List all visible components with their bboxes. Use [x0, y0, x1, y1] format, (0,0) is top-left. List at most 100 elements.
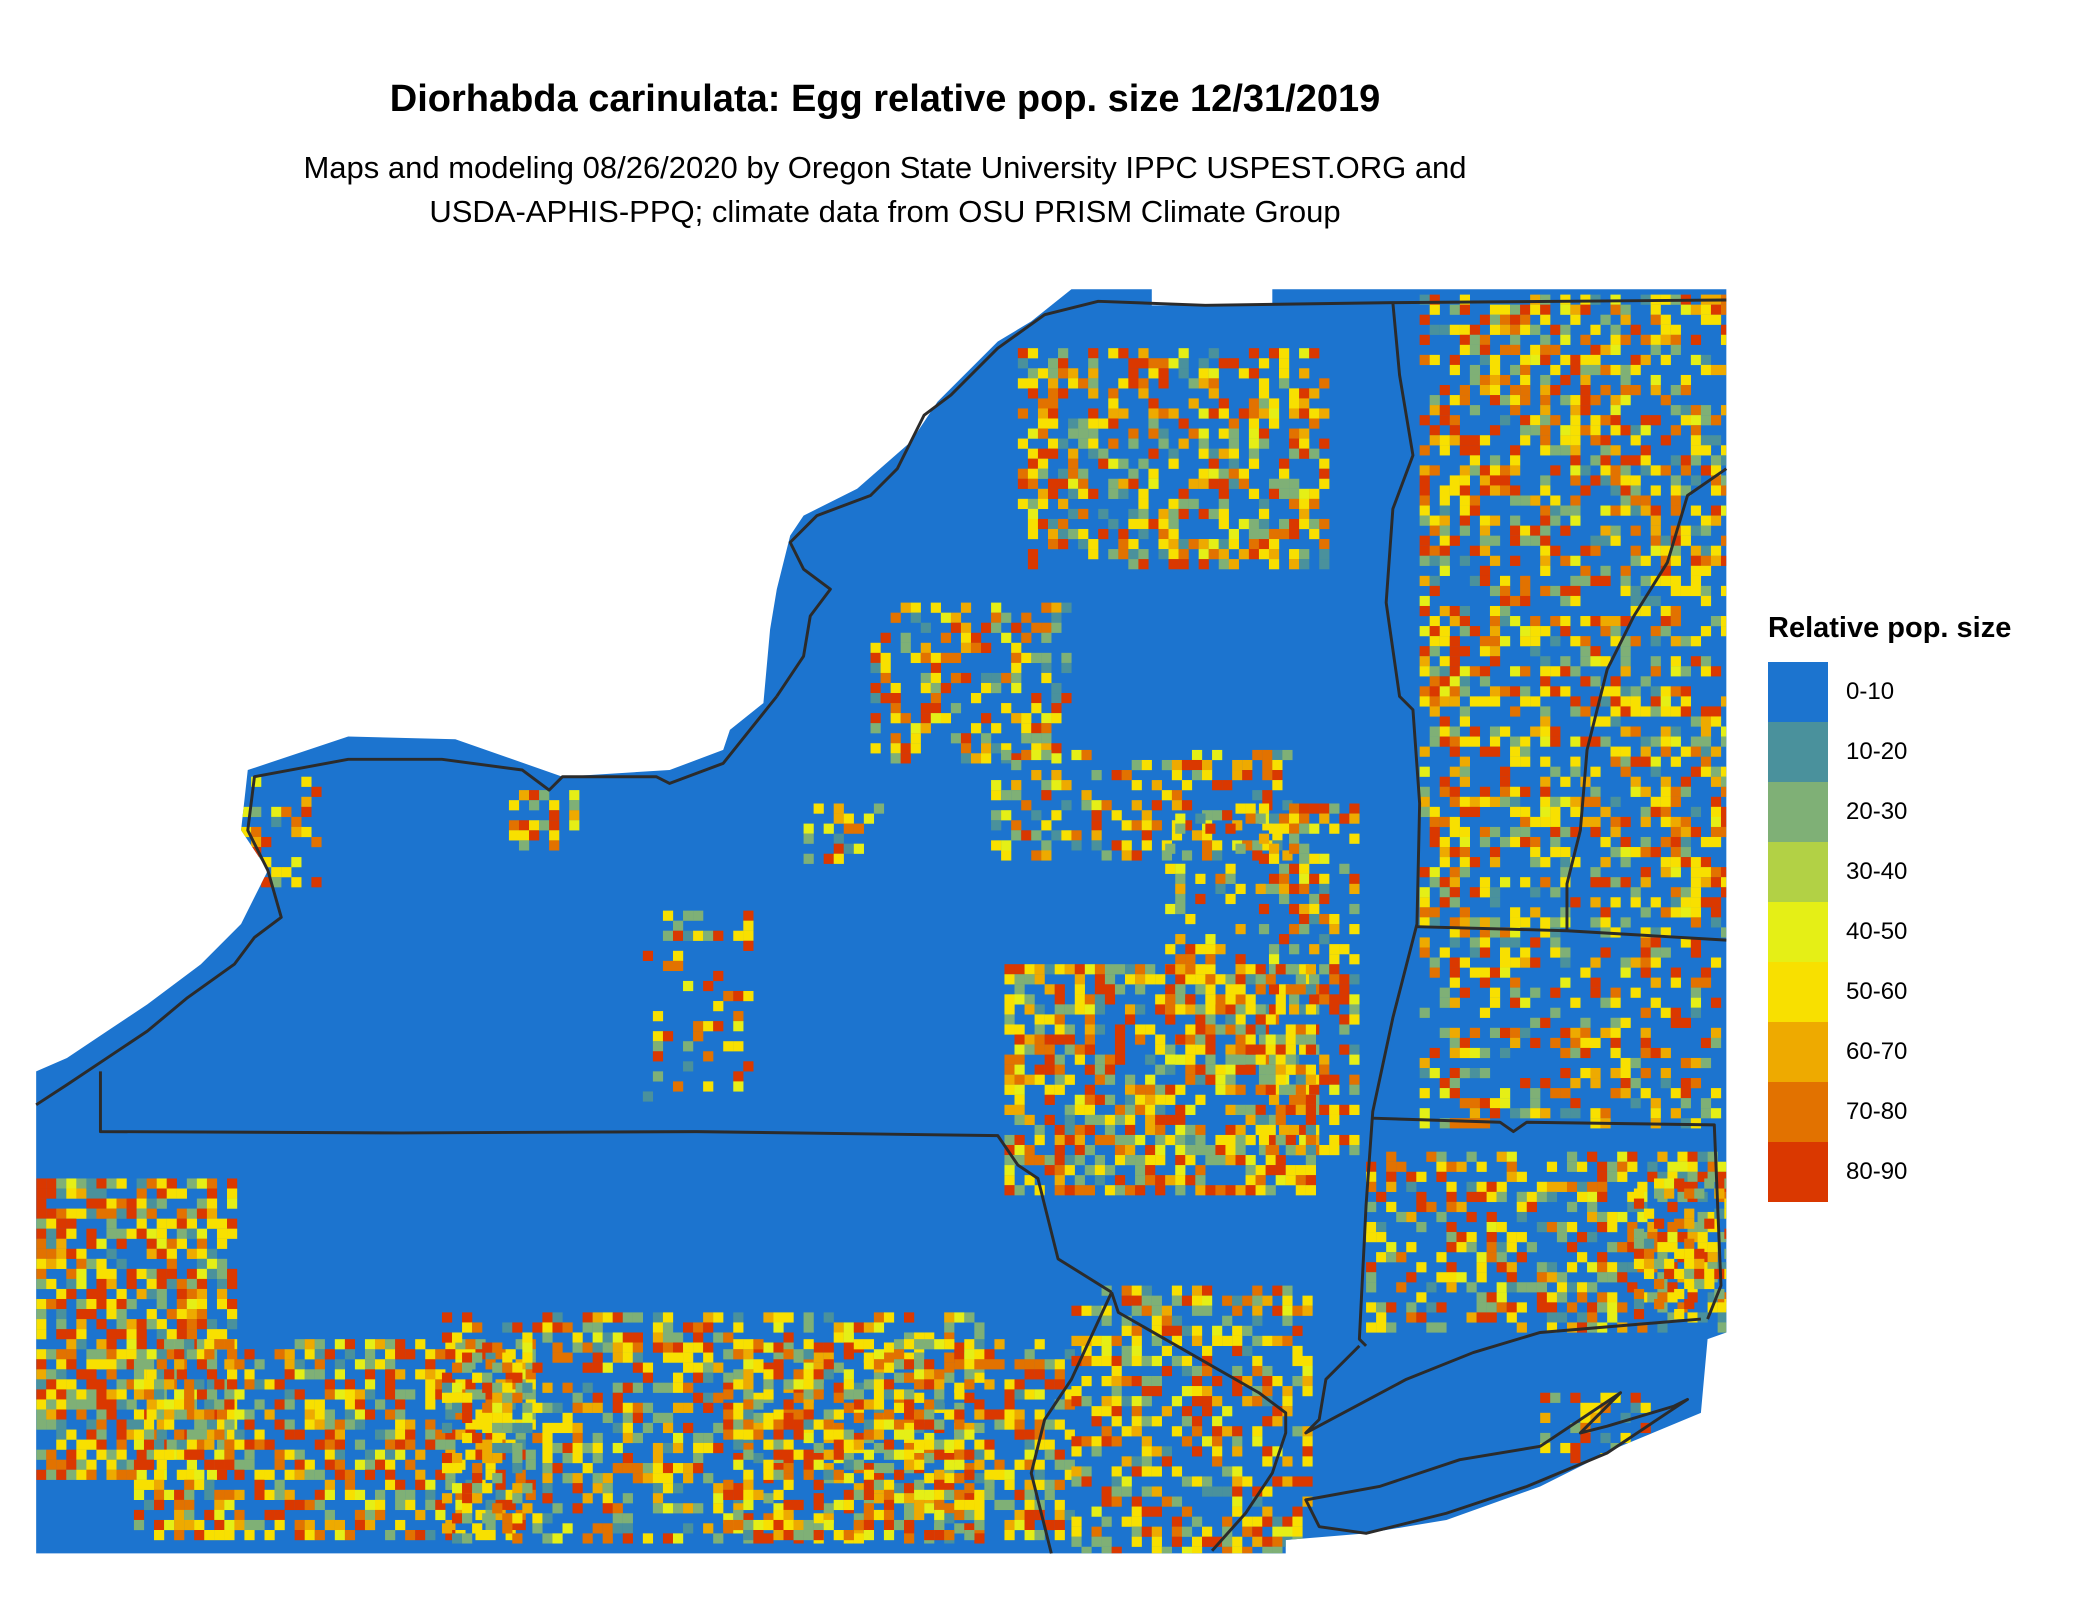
population-cell — [552, 1503, 563, 1514]
population-cell — [1640, 555, 1651, 566]
population-cell — [1071, 1446, 1082, 1457]
population-cell — [1610, 616, 1621, 627]
population-cell — [1500, 927, 1511, 938]
population-cell — [1339, 813, 1350, 824]
population-cell — [1680, 836, 1691, 848]
population-cell — [1255, 1165, 1266, 1176]
population-cell — [632, 1352, 643, 1363]
population-cell — [522, 1402, 533, 1413]
population-cell — [156, 1339, 167, 1350]
population-cell — [196, 1339, 208, 1350]
population-cell — [1587, 1201, 1598, 1213]
population-cell — [385, 1459, 396, 1470]
population-cell — [813, 1529, 824, 1541]
population-cell — [1004, 974, 1015, 985]
population-cell — [1717, 1171, 1727, 1182]
population-cell — [324, 1509, 335, 1521]
population-cell — [833, 1392, 844, 1403]
population-cell — [1262, 1516, 1273, 1527]
population-cell — [1034, 1359, 1045, 1370]
population-cell — [214, 1459, 225, 1470]
population-cell — [1114, 1034, 1126, 1045]
population-cell — [395, 1449, 406, 1460]
population-cell — [174, 1509, 185, 1521]
population-cell — [1520, 385, 1531, 396]
population-cell — [46, 1449, 57, 1460]
population-cell — [1111, 1396, 1122, 1407]
population-cell — [385, 1469, 396, 1480]
population-cell — [1489, 646, 1501, 657]
population-cell — [904, 1493, 915, 1504]
population-cell — [1041, 713, 1052, 724]
population-cell — [1282, 1526, 1293, 1537]
population-cell — [1530, 415, 1541, 426]
population-cell — [1566, 1242, 1578, 1253]
population-cell — [375, 1339, 386, 1350]
population-cell — [1222, 1335, 1233, 1346]
population-cell — [164, 1369, 175, 1380]
population-cell — [1500, 776, 1511, 787]
population-cell — [1687, 1232, 1698, 1243]
population-cell — [542, 1452, 553, 1464]
population-cell — [1429, 736, 1440, 747]
population-cell — [475, 1389, 486, 1400]
population-cell — [364, 1379, 376, 1390]
population-cell — [1212, 1335, 1223, 1346]
population-cell — [1084, 1165, 1095, 1176]
population-cell — [66, 1329, 77, 1340]
population-cell — [1014, 1144, 1025, 1156]
population-cell — [1208, 448, 1219, 459]
population-cell — [1429, 626, 1440, 637]
population-cell — [1456, 1272, 1467, 1283]
population-cell — [1590, 816, 1601, 828]
population-cell — [472, 1352, 483, 1363]
population-cell — [1419, 907, 1430, 918]
population-cell — [1459, 616, 1470, 627]
population-cell — [244, 1459, 255, 1470]
population-cell — [1479, 1047, 1491, 1059]
population-cell — [1349, 974, 1360, 985]
population-cell — [920, 723, 931, 734]
population-cell — [763, 1439, 774, 1450]
population-cell — [204, 1489, 215, 1501]
population-cell — [1074, 1054, 1085, 1065]
population-cell — [206, 1469, 218, 1480]
population-cell — [1459, 706, 1470, 717]
population-cell — [843, 1379, 854, 1390]
population-cell — [1570, 304, 1581, 315]
population-cell — [1061, 652, 1072, 664]
population-cell — [1670, 385, 1681, 396]
population-cell — [1690, 445, 1702, 456]
population-cell — [1550, 917, 1561, 928]
population-cell — [823, 1369, 834, 1380]
population-cell — [1285, 1064, 1296, 1075]
population-cell — [204, 1349, 215, 1360]
population-cell — [733, 1459, 744, 1470]
population-cell — [1071, 1536, 1082, 1547]
population-cell — [1279, 528, 1290, 540]
population-cell — [914, 1339, 925, 1350]
population-cell — [1449, 485, 1460, 496]
population-cell — [1610, 425, 1621, 436]
population-cell — [133, 1389, 145, 1400]
population-cell — [1319, 964, 1330, 975]
population-cell — [542, 1332, 553, 1343]
population-cell — [1459, 736, 1470, 747]
population-cell — [1198, 378, 1209, 389]
population-cell — [763, 1312, 774, 1323]
population-cell — [1680, 887, 1691, 898]
population-cell — [1449, 1078, 1460, 1089]
population-cell — [56, 1178, 67, 1189]
population-cell — [435, 1429, 446, 1440]
population-cell — [703, 1362, 714, 1373]
population-cell — [1416, 1191, 1427, 1203]
population-cell — [1014, 1104, 1025, 1115]
population-cell — [143, 1429, 155, 1440]
population-cell — [1469, 374, 1481, 386]
population-cell — [1014, 1489, 1025, 1501]
population-cell — [642, 950, 654, 961]
population-cell — [1540, 445, 1551, 456]
population-cell — [294, 1359, 305, 1370]
population-cell — [1670, 897, 1681, 908]
population-cell — [1021, 652, 1032, 664]
